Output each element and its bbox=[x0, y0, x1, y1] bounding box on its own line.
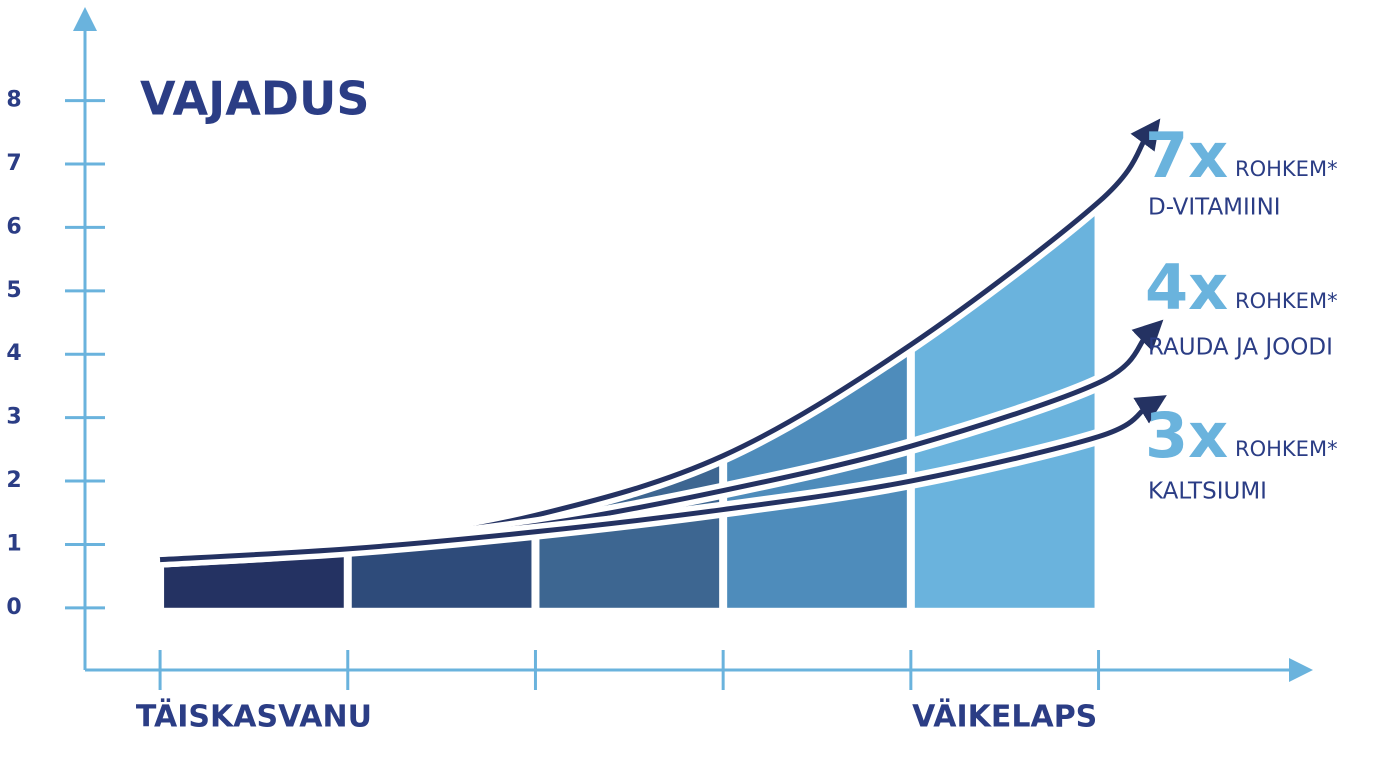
curve bbox=[159, 395, 1167, 563]
y-tick-label: 6 bbox=[6, 214, 21, 239]
multiplier: 7x bbox=[1145, 119, 1228, 192]
y-tick-label: 5 bbox=[6, 278, 21, 303]
y-tick-label: 8 bbox=[6, 88, 21, 113]
note: ROHKEM* bbox=[1235, 289, 1338, 313]
y-tick-label: 2 bbox=[6, 468, 21, 493]
y-tick-label: 7 bbox=[6, 151, 21, 176]
note: ROHKEM* bbox=[1235, 157, 1338, 181]
y-tick-label: 4 bbox=[6, 341, 21, 366]
x-tick-label: TÄISKASVANU bbox=[136, 699, 372, 735]
legend-label: D-VITAMIINI bbox=[1148, 195, 1281, 221]
y-tick-label: 0 bbox=[6, 595, 21, 620]
y-tick-label: 3 bbox=[6, 405, 21, 430]
multiplier: 4x bbox=[1145, 251, 1228, 324]
legend-label: KALTSIUMI bbox=[1148, 479, 1267, 505]
x-tick-label: VÄIKELAPS bbox=[912, 699, 1097, 735]
band-area bbox=[914, 205, 1095, 608]
chart-title: VAJADUS bbox=[140, 72, 369, 126]
note: ROHKEM* bbox=[1235, 437, 1338, 461]
y-tick-label: 1 bbox=[6, 531, 21, 556]
legend-label: RAUDA JA JOODI bbox=[1148, 335, 1333, 361]
multiplier: 3x bbox=[1145, 399, 1228, 472]
